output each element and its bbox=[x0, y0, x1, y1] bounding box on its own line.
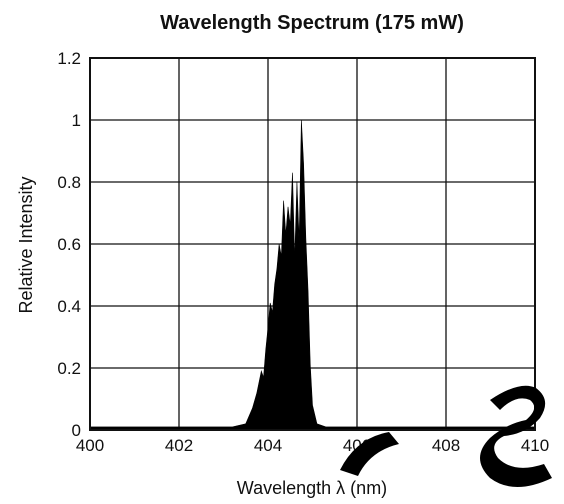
x-tick-labels: 400 402 404 406 408 410 bbox=[76, 436, 549, 455]
y-axis-label: Relative Intensity bbox=[16, 176, 36, 313]
x-tick-label: 404 bbox=[254, 436, 282, 455]
y-tick-label: 0.2 bbox=[57, 359, 81, 378]
y-tick-label: 0.6 bbox=[57, 235, 81, 254]
x-tick-label: 408 bbox=[432, 436, 460, 455]
y-tick-labels: 0 0.2 0.4 0.6 0.8 1 1.2 bbox=[57, 49, 81, 440]
watermark bbox=[340, 385, 552, 487]
x-tick-label: 410 bbox=[521, 436, 549, 455]
x-tick-label: 402 bbox=[165, 436, 193, 455]
spectrum-series bbox=[89, 119, 536, 431]
x-tick-label: 400 bbox=[76, 436, 104, 455]
grid-lines bbox=[89, 57, 536, 431]
y-tick-label: 0.8 bbox=[57, 173, 81, 192]
x-axis-label: Wavelength λ (nm) bbox=[237, 478, 387, 498]
y-tick-label: 0.4 bbox=[57, 297, 81, 316]
y-tick-label: 0 bbox=[72, 421, 81, 440]
chart-title: Wavelength Spectrum (175 mW) bbox=[160, 12, 464, 34]
y-tick-label: 1 bbox=[72, 111, 81, 130]
y-tick-label: 1.2 bbox=[57, 49, 81, 68]
plot-frame bbox=[89, 57, 536, 431]
